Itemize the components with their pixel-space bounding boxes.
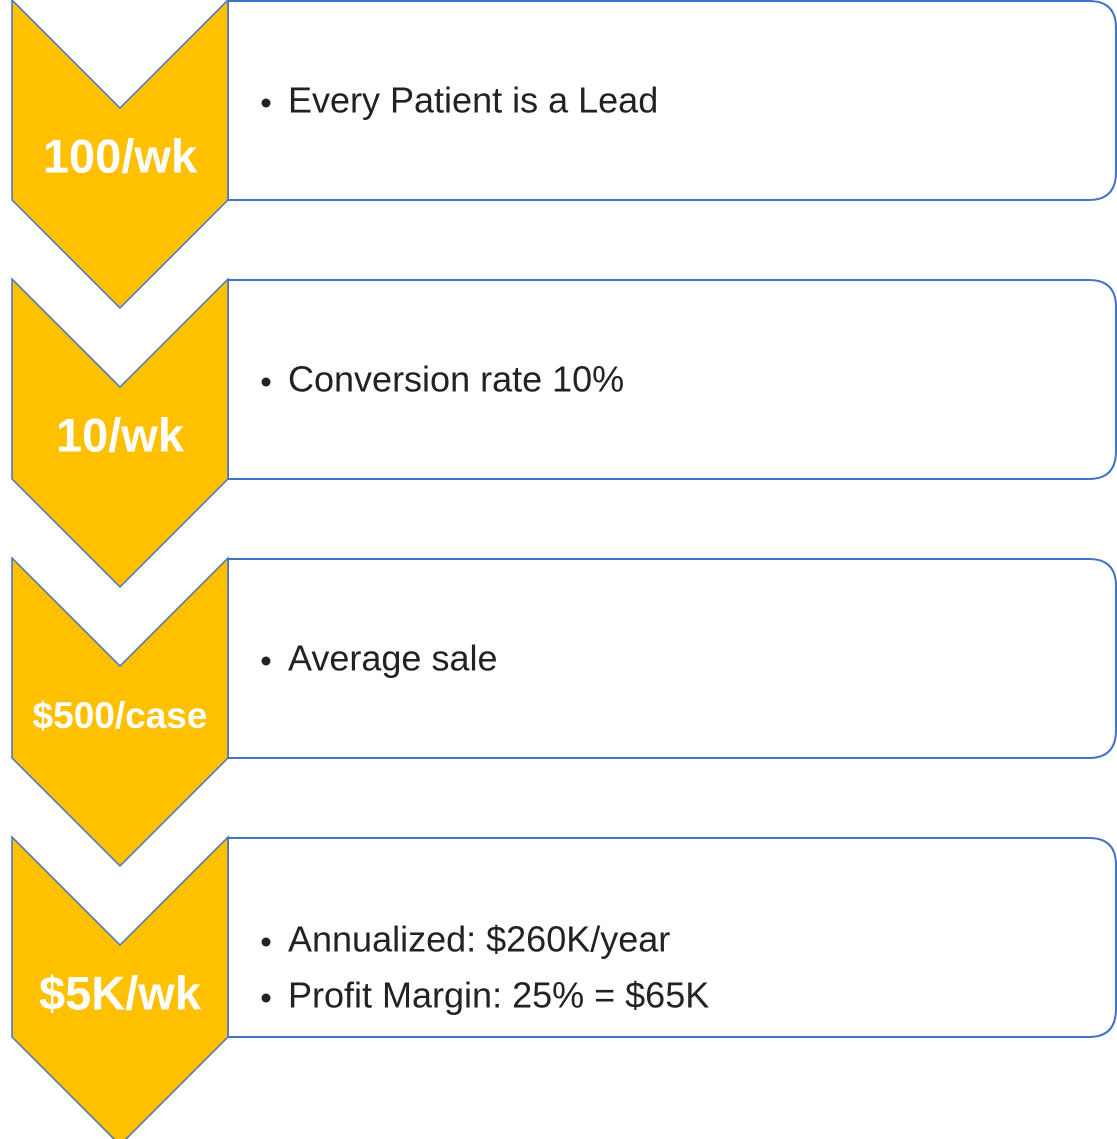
- chevron-label: 10/wk: [56, 408, 185, 461]
- chevron: [11, 556, 229, 868]
- bullet-dot: [261, 937, 271, 947]
- text-box: [227, 0, 1117, 201]
- chevron: [11, 835, 229, 1139]
- text-box: [227, 558, 1117, 759]
- text-box: [227, 837, 1117, 1038]
- bullet-text: Every Patient is a Lead: [288, 80, 658, 121]
- bullet-text: Conversion rate 10%: [288, 359, 624, 400]
- bullet-text: Annualized: $260K/year: [288, 919, 670, 960]
- bullet-dot: [261, 98, 271, 108]
- text-box: [227, 279, 1117, 480]
- chevron: [11, 0, 229, 310]
- bullet-dot: [261, 656, 271, 666]
- chevron-label: 100/wk: [43, 129, 198, 182]
- bullet-dot: [261, 993, 271, 1003]
- bullet-text: Profit Margin: 25% = $65K: [288, 975, 709, 1016]
- chevron-label: $5K/wk: [39, 966, 202, 1019]
- bullet-dot: [261, 377, 271, 387]
- chevron: [11, 277, 229, 589]
- chevron-label: $500/case: [33, 695, 208, 736]
- bullet-text: Average sale: [288, 638, 497, 679]
